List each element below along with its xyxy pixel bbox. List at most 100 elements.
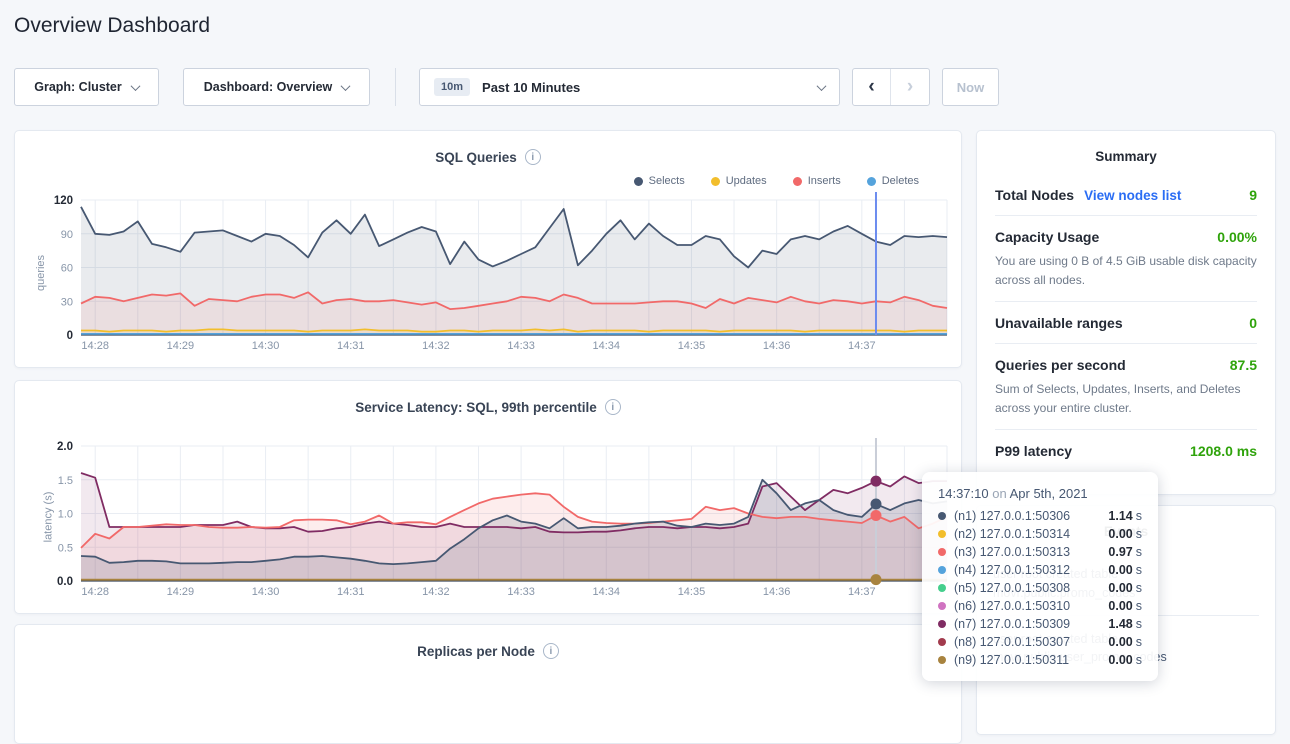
time-prev-button[interactable]: ‹ xyxy=(853,69,891,105)
summary-row: Unavailable ranges0 xyxy=(995,302,1257,344)
tooltip-node-row: (n3) 127.0.0.1:503130.97s xyxy=(938,543,1142,561)
svg-text:0: 0 xyxy=(67,330,73,342)
chart-title: Service Latency: SQL, 99th percentile xyxy=(355,400,597,415)
series-color-dot xyxy=(938,602,946,610)
tooltip-node-row: (n9) 127.0.0.1:503110.00s xyxy=(938,651,1142,669)
view-nodes-list-link[interactable]: View nodes list xyxy=(1084,188,1181,203)
legend-dot xyxy=(711,177,720,186)
sql-queries-chart[interactable]: 0 30 60 90 120 14:28 14:29 14:30 14:31 14:32 14:33… xyxy=(15,187,963,357)
replicas-per-node-panel: Replicas per Node i xyxy=(14,624,962,744)
info-icon[interactable]: i xyxy=(605,399,621,415)
summary-title: Summary xyxy=(977,131,1275,164)
time-next-button[interactable]: › xyxy=(891,69,929,105)
legend-item-updates[interactable]: Updates xyxy=(711,175,767,187)
svg-text:14:34: 14:34 xyxy=(593,340,621,352)
svg-text:1.0: 1.0 xyxy=(58,509,73,521)
summary-value: 1208.0 ms xyxy=(1190,443,1257,459)
svg-text:14:28: 14:28 xyxy=(81,340,109,352)
svg-text:14:32: 14:32 xyxy=(422,340,450,352)
time-range-label: Past 10 Minutes xyxy=(482,80,806,95)
legend-dot xyxy=(867,177,876,186)
service-latency-panel: Service Latency: SQL, 99th percentile i … xyxy=(14,380,962,614)
time-range-dropdown[interactable]: 10m Past 10 Minutes xyxy=(419,68,840,106)
now-button[interactable]: Now xyxy=(942,68,999,106)
summary-value: 9 xyxy=(1249,187,1257,203)
legend-dot xyxy=(634,177,643,186)
info-icon[interactable]: i xyxy=(543,643,559,659)
tooltip-node-row: (n8) 127.0.0.1:503070.00s xyxy=(938,633,1142,651)
svg-text:14:33: 14:33 xyxy=(507,586,535,598)
info-icon[interactable]: i xyxy=(525,149,541,165)
svg-text:14:28: 14:28 xyxy=(81,586,109,598)
chart-title: Replicas per Node xyxy=(417,644,535,659)
svg-text:14:33: 14:33 xyxy=(507,340,535,352)
svg-text:14:35: 14:35 xyxy=(678,340,706,352)
series-color-dot xyxy=(938,620,946,628)
chevron-down-icon xyxy=(817,81,827,91)
legend-item-deletes[interactable]: Deletes xyxy=(867,175,919,187)
summary-value: 0 xyxy=(1249,315,1257,331)
svg-text:1.5: 1.5 xyxy=(58,475,73,487)
controls-bar: Graph: Cluster Dashboard: Overview 10m P… xyxy=(14,68,1276,106)
summary-row: P99 latency1208.0 ms xyxy=(995,430,1257,471)
svg-text:0.0: 0.0 xyxy=(57,576,73,588)
tooltip-node-row: (n2) 127.0.0.1:503140.00s xyxy=(938,525,1142,543)
tooltip-node-row: (n5) 127.0.0.1:503080.00s xyxy=(938,579,1142,597)
summary-value: 87.5 xyxy=(1230,357,1257,373)
legend-item-selects[interactable]: Selects xyxy=(634,175,685,187)
tooltip-node-row: (n6) 127.0.0.1:503100.00s xyxy=(938,597,1142,615)
svg-text:14:37: 14:37 xyxy=(848,340,876,352)
chevron-down-icon xyxy=(341,81,351,91)
tooltip-timestamp: 14:37:10 on Apr 5th, 2021 xyxy=(938,486,1142,501)
svg-text:60: 60 xyxy=(61,263,73,275)
svg-text:14:29: 14:29 xyxy=(167,586,195,598)
svg-text:14:29: 14:29 xyxy=(167,340,195,352)
chart-hover-tooltip: 14:37:10 on Apr 5th, 2021 (n1) 127.0.0.1… xyxy=(922,472,1158,681)
graph-dropdown-label: Graph: Cluster xyxy=(34,80,122,94)
series-color-dot xyxy=(938,656,946,664)
svg-text:14:30: 14:30 xyxy=(252,586,280,598)
series-color-dot xyxy=(938,638,946,646)
series-color-dot xyxy=(938,530,946,538)
series-color-dot xyxy=(938,584,946,592)
svg-text:2.0: 2.0 xyxy=(57,441,73,453)
tooltip-node-row: (n7) 127.0.0.1:503091.48s xyxy=(938,615,1142,633)
svg-text:14:30: 14:30 xyxy=(252,340,280,352)
svg-text:0.5: 0.5 xyxy=(58,542,73,554)
service-latency-chart[interactable]: 0.0 0.5 1.0 1.5 2.0 14:28 14:29 14:30 14:31 14:32… xyxy=(15,433,963,603)
svg-text:120: 120 xyxy=(54,195,73,207)
dashboard-dropdown-label: Dashboard: Overview xyxy=(204,80,333,94)
divider xyxy=(395,68,396,106)
time-range-badge: 10m xyxy=(434,78,470,96)
svg-text:14:36: 14:36 xyxy=(763,340,791,352)
svg-text:14:35: 14:35 xyxy=(678,586,706,598)
svg-text:14:32: 14:32 xyxy=(422,586,450,598)
series-color-dot xyxy=(938,548,946,556)
svg-text:90: 90 xyxy=(61,229,73,241)
svg-text:30: 30 xyxy=(61,296,73,308)
series-color-dot xyxy=(938,512,946,520)
svg-text:14:31: 14:31 xyxy=(337,586,365,598)
summary-row: Total NodesView nodes list9 xyxy=(995,174,1257,216)
page-title: Overview Dashboard xyxy=(14,14,210,38)
chevron-down-icon xyxy=(130,81,140,91)
summary-row: Capacity Usage0.00%You are using 0 B of … xyxy=(995,216,1257,302)
time-nav-group: ‹ › xyxy=(852,68,930,106)
tooltip-node-row: (n4) 127.0.0.1:503120.00s xyxy=(938,561,1142,579)
legend-item-inserts[interactable]: Inserts xyxy=(793,175,841,187)
svg-text:14:34: 14:34 xyxy=(593,586,621,598)
svg-text:14:31: 14:31 xyxy=(337,340,365,352)
summary-row: Queries per second87.5Sum of Selects, Up… xyxy=(995,344,1257,430)
chart-legend: Selects Updates Inserts Deletes xyxy=(634,175,919,187)
tooltip-node-row: (n1) 127.0.0.1:503061.14s xyxy=(938,507,1142,525)
summary-panel: Summary Total NodesView nodes list9Capac… xyxy=(976,130,1276,495)
svg-text:14:37: 14:37 xyxy=(848,586,876,598)
svg-text:14:36: 14:36 xyxy=(763,586,791,598)
series-color-dot xyxy=(938,566,946,574)
graph-dropdown[interactable]: Graph: Cluster xyxy=(14,68,159,106)
legend-dot xyxy=(793,177,802,186)
dashboard-dropdown[interactable]: Dashboard: Overview xyxy=(183,68,370,106)
chart-title: SQL Queries xyxy=(435,150,517,165)
overview-dashboard-page: Overview Dashboard Graph: Cluster Dashbo… xyxy=(0,0,1290,689)
summary-value: 0.00% xyxy=(1217,229,1257,245)
